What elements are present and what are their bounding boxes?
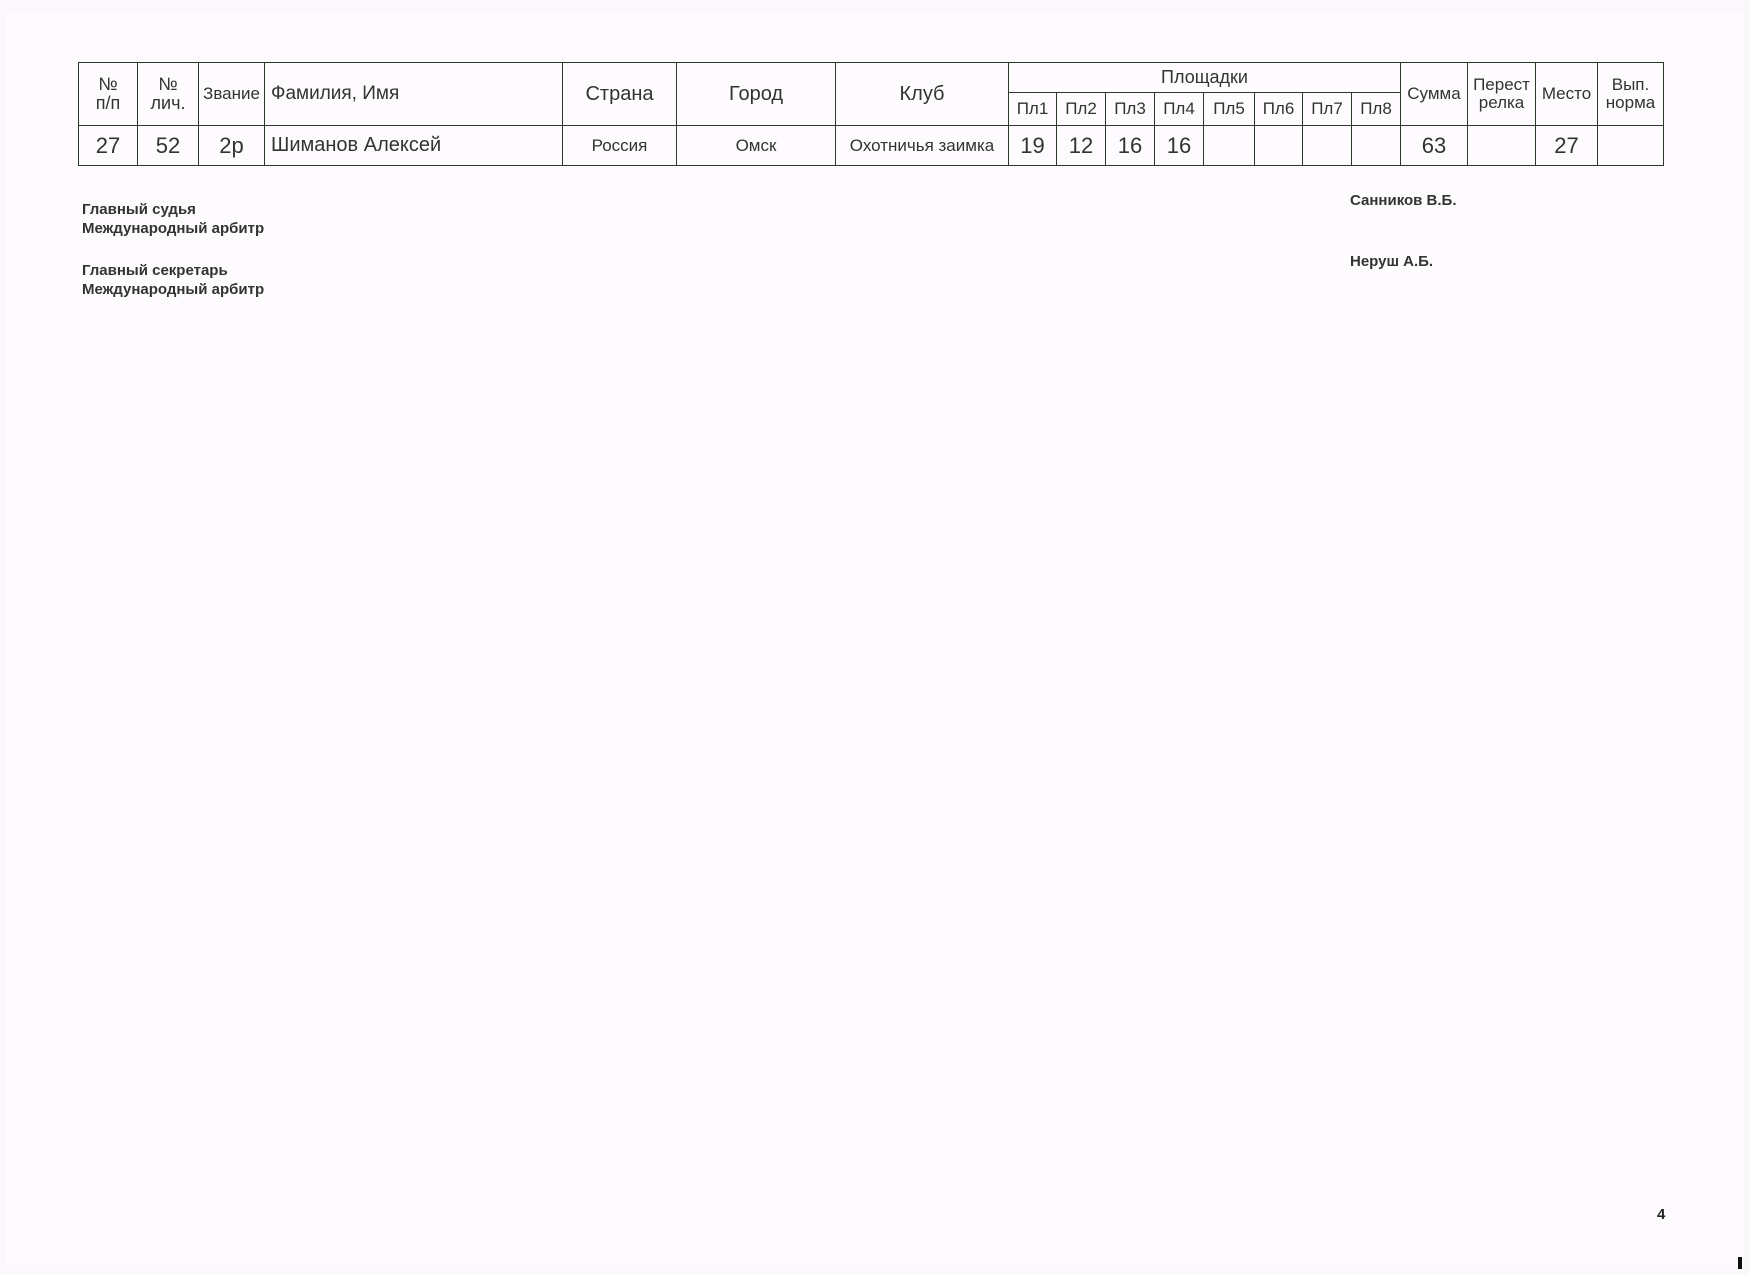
- header-sites: Площадки: [1008, 62, 1401, 93]
- header-subrow: Пл1 Пл2 Пл3 Пл4 Пл5 Пл6 Пл7 Пл8: [79, 92, 1664, 126]
- header-shootoff: Перест релка: [1467, 62, 1536, 126]
- header-site-4: Пл4: [1154, 92, 1204, 126]
- cell-site-5: [1203, 125, 1255, 166]
- header-country: Страна: [562, 62, 677, 126]
- secretary-name: Неруш А.Б.: [1350, 253, 1434, 270]
- judge-title: Главный судья: [82, 201, 196, 218]
- secretary-title: Главный секретарь: [82, 262, 228, 279]
- header-sum: Сумма: [1400, 62, 1468, 126]
- cell-site-3: 16: [1105, 125, 1155, 166]
- secretary-block: Главный секретарь Международный арбитр: [82, 261, 264, 299]
- header-site-6: Пл6: [1254, 92, 1303, 126]
- page-number: 4: [1657, 1206, 1666, 1223]
- cell-site-8: [1351, 125, 1401, 166]
- header-row: № п/п № лич. Звание Фамилия, Имя Страна Го…: [78, 62, 1664, 126]
- table-row: 27 52 2р Шиманов Алексей Россия Омск Охо…: [78, 125, 1664, 166]
- cell-place: 27: [1535, 125, 1598, 166]
- cell-site-7: [1302, 125, 1352, 166]
- cell-city: Омск: [676, 125, 836, 166]
- header-norm: Вып. норма: [1597, 62, 1664, 126]
- header-site-8: Пл8: [1351, 92, 1401, 126]
- cell-sum: 63: [1400, 125, 1468, 166]
- header-site-7: Пл7: [1302, 92, 1352, 126]
- results-table: № п/п № лич. Звание Фамилия, Имя Страна Го…: [78, 62, 1664, 166]
- header-num: № п/п: [78, 62, 138, 126]
- header-site-3: Пл3: [1105, 92, 1155, 126]
- header-city: Город: [676, 62, 836, 126]
- cell-num: 27: [78, 125, 138, 166]
- scan-mark: [1738, 1257, 1742, 1269]
- cell-norm: [1597, 125, 1664, 166]
- cell-rank: 2р: [198, 125, 265, 166]
- cell-site-1: 19: [1008, 125, 1057, 166]
- judge-name: Санников В.Б.: [1350, 192, 1457, 209]
- header-site-2: Пл2: [1056, 92, 1106, 126]
- judge-block: Главный судья Международный арбитр: [82, 200, 264, 238]
- cell-club: Охотничья заимка: [835, 125, 1009, 166]
- cell-shootoff: [1467, 125, 1536, 166]
- cell-license: 52: [137, 125, 199, 166]
- cell-site-4: 16: [1154, 125, 1204, 166]
- cell-name: Шиманов Алексей: [264, 125, 563, 166]
- cell-site-2: 12: [1056, 125, 1106, 166]
- judge-rank: Международный арбитр: [82, 220, 265, 237]
- cell-country: Россия: [562, 125, 677, 166]
- header-site-5: Пл5: [1203, 92, 1255, 126]
- header-place: Место: [1535, 62, 1598, 126]
- header-club: Клуб: [835, 62, 1009, 126]
- header-rank: Звание: [198, 62, 265, 126]
- document-page: [6, 14, 1744, 1264]
- header-site-1: Пл1: [1008, 92, 1057, 126]
- header-license: № лич.: [137, 62, 199, 126]
- cell-site-6: [1254, 125, 1303, 166]
- secretary-rank: Международный арбитр: [82, 281, 265, 298]
- header-name: Фамилия, Имя: [264, 62, 563, 126]
